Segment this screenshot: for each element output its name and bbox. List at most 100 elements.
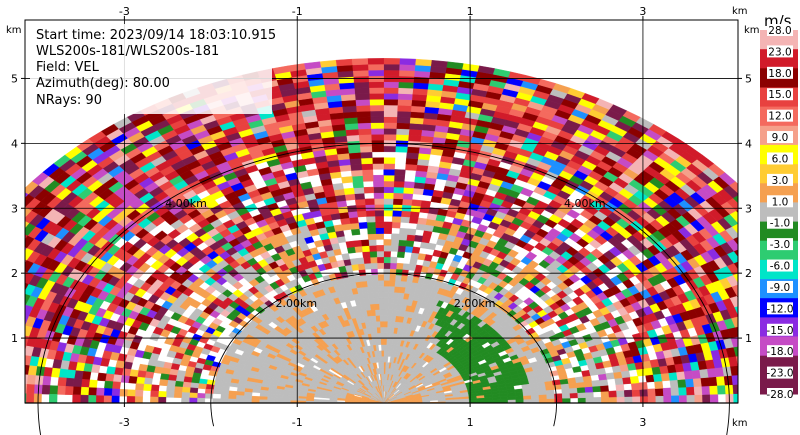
velocity-cell (399, 227, 409, 235)
velocity-cell (740, 374, 749, 384)
velocity-cell (159, 379, 169, 387)
velocity-cell (647, 388, 656, 397)
velocity-cell (406, 146, 420, 154)
y-tick-label-right: 1 (745, 332, 752, 345)
velocity-cell (420, 200, 432, 208)
velocity-cell (740, 233, 754, 246)
velocity-cell (383, 326, 388, 334)
velocity-cell (545, 389, 555, 395)
velocity-cell (358, 222, 368, 229)
velocity-cell (197, 383, 207, 390)
velocity-cell (378, 291, 384, 299)
velocity-cell (356, 110, 371, 118)
velocity-cell (372, 285, 379, 293)
velocity-cell (751, 353, 761, 364)
velocity-cell (692, 377, 703, 387)
velocity-cell (383, 98, 399, 106)
velocity-cell (103, 395, 112, 403)
velocity-cell (383, 338, 387, 345)
velocity-cell (115, 360, 126, 369)
velocity-cell (25, 393, 35, 403)
velocity-cell (351, 175, 364, 183)
x-tick-label-bottom: -3 (119, 416, 130, 429)
velocity-cell (52, 359, 63, 370)
velocity-cell (350, 169, 363, 177)
velocity-cell (189, 387, 199, 394)
velocity-cell (546, 398, 556, 403)
velocity-cell (410, 252, 420, 260)
velocity-cell (353, 187, 365, 195)
velocity-cell (383, 303, 389, 310)
velocity-cell (274, 397, 284, 401)
velocity-cell (601, 396, 610, 403)
velocity-cell (668, 371, 678, 381)
range-ring-label: 4.00km (165, 197, 207, 210)
velocity-cell (383, 81, 399, 88)
velocity-cell (64, 386, 74, 396)
velocity-cell (196, 397, 206, 403)
velocity-cell (412, 187, 424, 195)
velocity-cell (392, 210, 402, 217)
velocity-cell (368, 87, 384, 94)
velocity-cell (227, 398, 237, 403)
velocity-cell (395, 145, 408, 153)
velocity-cell (95, 395, 105, 403)
velocity-cell (8, 344, 18, 355)
velocity-cell (409, 258, 418, 266)
x-tick-label-top: 3 (639, 5, 646, 18)
velocity-cell (0, 252, 13, 265)
velocity-cell (398, 69, 415, 77)
velocity-cell (383, 209, 393, 217)
velocity-cell (746, 313, 757, 324)
velocity-cell (394, 280, 401, 288)
velocity-cell (391, 233, 400, 241)
velocity-cell (189, 392, 198, 399)
velocity-cell (407, 134, 422, 142)
velocity-cell (389, 256, 398, 264)
velocity-cell (0, 223, 8, 236)
velocity-cell (150, 390, 159, 398)
velocity-cell (355, 99, 371, 107)
velocity-cell (396, 110, 412, 118)
velocity-cell (410, 105, 426, 113)
velocity-cell (0, 220, 1, 233)
velocity-cell (11, 291, 23, 303)
velocity-cell (716, 375, 726, 386)
velocity-cell (398, 81, 414, 89)
velocity-cell (405, 163, 418, 171)
velocity-cell (377, 274, 384, 281)
x-tick-label-bottom: 1 (467, 416, 474, 429)
velocity-cell (350, 228, 361, 236)
velocity-cell (363, 262, 372, 270)
velocity-cell (332, 182, 344, 191)
velocity-cell (368, 75, 384, 83)
velocity-cell (351, 64, 369, 72)
velocity-cell (227, 394, 237, 400)
y-tick-label-left: 3 (11, 202, 18, 215)
velocity-cell (623, 389, 633, 397)
velocity-cell (398, 64, 416, 72)
velocity-cell (383, 116, 398, 123)
velocity-cell (0, 299, 11, 311)
velocity-cell (599, 379, 609, 387)
velocity-cell (383, 122, 397, 129)
velocity-cell (353, 75, 369, 83)
velocity-cell (204, 388, 214, 395)
velocity-cell (383, 309, 389, 316)
velocity-cell (383, 262, 391, 269)
velocity-cell (377, 280, 384, 287)
velocity-cell (348, 152, 362, 160)
velocity-cell (683, 370, 694, 380)
velocity-cell (354, 198, 366, 206)
velocity-cell (395, 262, 404, 270)
velocity-cell (349, 157, 362, 166)
velocity-cell (1, 214, 16, 227)
velocity-cell (383, 93, 399, 100)
velocity-cell (678, 394, 688, 403)
velocity-cell (204, 393, 214, 399)
velocity-cell (374, 221, 384, 229)
velocity-cell (243, 395, 253, 400)
velocity-cell (592, 385, 602, 393)
velocity-cell (731, 284, 738, 297)
x-tick-label-top: -1 (292, 5, 303, 18)
